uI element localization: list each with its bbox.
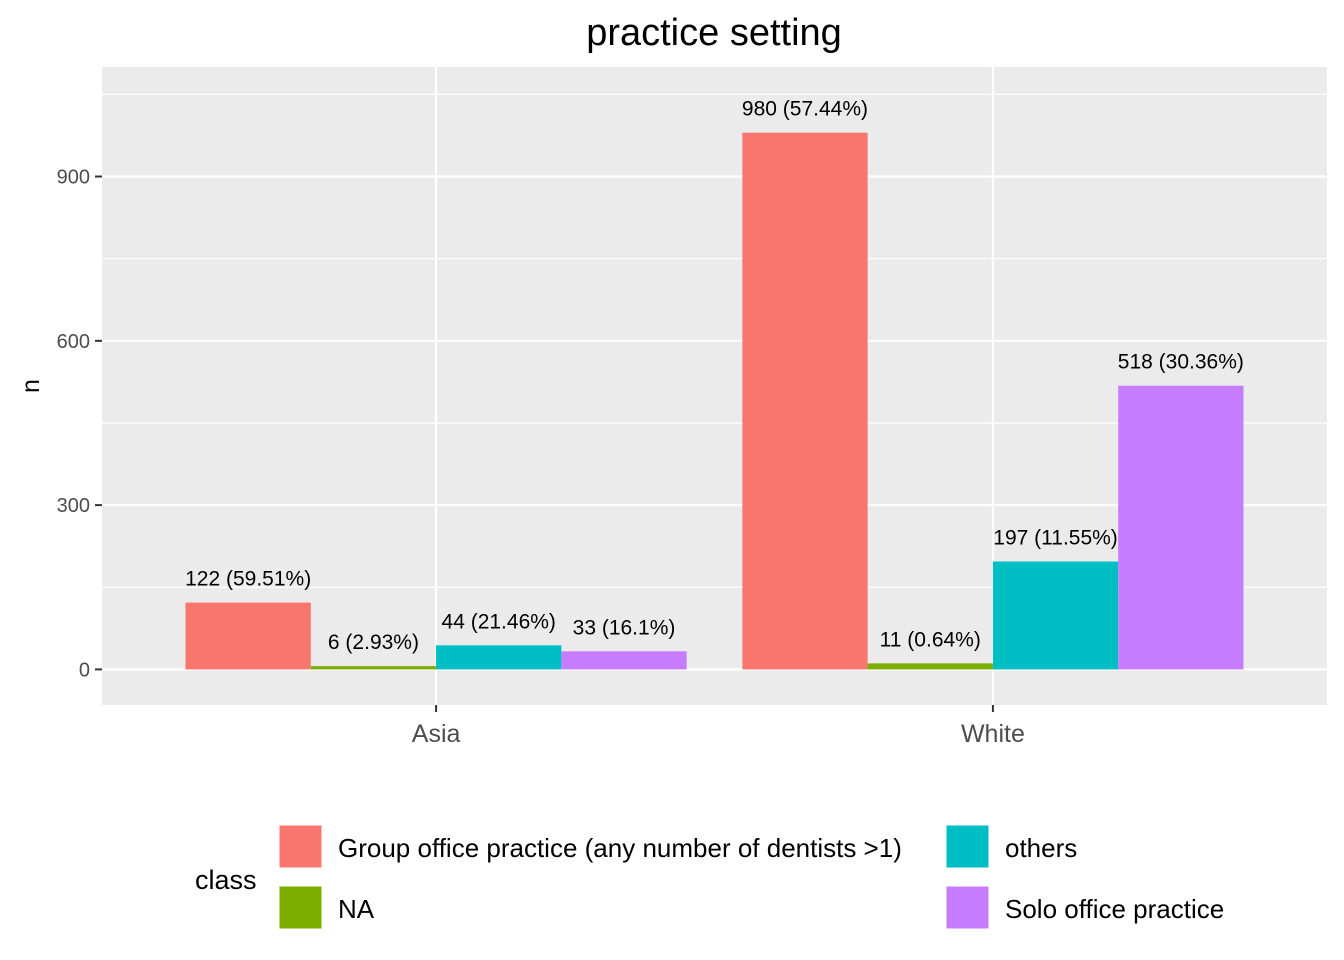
bar — [310, 666, 437, 670]
legend-title: class — [195, 865, 257, 895]
data-label: 197 (11.55%) — [993, 527, 1118, 550]
legend-label: Solo office practice — [1005, 894, 1224, 924]
legend: class Group office practice (any number … — [195, 824, 1224, 930]
y-axis-title: n — [17, 379, 45, 393]
data-label: 518 (30.36%) — [1118, 351, 1244, 374]
legend-label: Group office practice (any number of den… — [338, 833, 902, 863]
bar — [992, 561, 1119, 670]
bar — [867, 663, 993, 670]
legend-key — [945, 885, 990, 930]
data-labels: 122 (59.51%) 6 (2.93%) 44 (21.46%) 33 (16.1… — [185, 98, 1244, 654]
legend-label: NA — [338, 894, 375, 924]
legend-label: others — [1005, 833, 1077, 863]
bar — [561, 651, 687, 670]
y-tick-label: 0 — [79, 659, 90, 681]
bar — [742, 132, 868, 670]
x-axis: Asia White — [412, 705, 1025, 748]
data-label: 122 (59.51%) — [185, 568, 311, 591]
y-axis: 0 300 600 900 — [57, 167, 102, 681]
bars — [185, 132, 1244, 670]
data-label: 44 (21.46%) — [442, 610, 556, 633]
legend-key — [945, 824, 990, 869]
data-label: 980 (57.44%) — [742, 98, 868, 121]
data-label: 33 (16.1%) — [573, 616, 676, 639]
legend-key — [278, 824, 323, 869]
legend-key — [278, 885, 323, 930]
y-tick-label: 900 — [57, 167, 90, 189]
bar — [1118, 385, 1244, 670]
x-tick-label: Asia — [412, 720, 461, 748]
bar — [185, 602, 311, 670]
x-tick-label: White — [961, 720, 1025, 748]
data-label: 6 (2.93%) — [328, 631, 419, 654]
bar — [436, 645, 562, 670]
chart-title: practice setting — [586, 12, 842, 54]
data-label: 11 (0.64%) — [880, 628, 981, 651]
y-tick-label: 300 — [57, 495, 90, 517]
y-tick-label: 600 — [57, 331, 90, 353]
